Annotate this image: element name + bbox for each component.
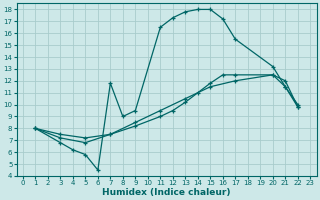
X-axis label: Humidex (Indice chaleur): Humidex (Indice chaleur) xyxy=(102,188,231,197)
